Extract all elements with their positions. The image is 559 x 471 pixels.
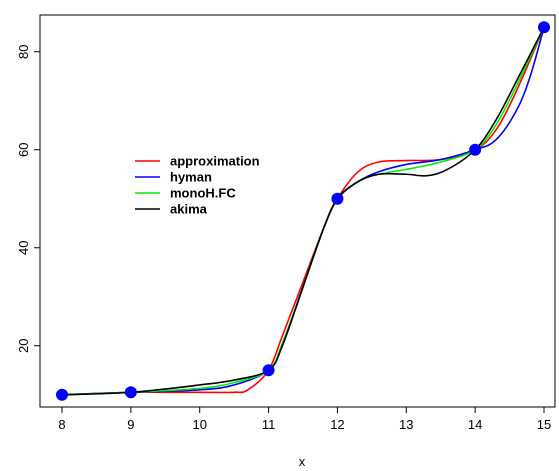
legend-label: hyman — [170, 170, 212, 185]
x-tick-label: 15 — [537, 417, 551, 432]
x-tick-label: 10 — [192, 417, 206, 432]
data-point — [538, 21, 550, 34]
legend-label: approximation — [170, 154, 260, 169]
y-tick-label: 40 — [16, 241, 31, 255]
y-tick-label: 20 — [16, 339, 31, 353]
series-layer — [61, 26, 545, 396]
y-tick-label: 80 — [16, 45, 31, 59]
x-axis-title: x — [299, 454, 306, 469]
series-line-approximation — [61, 26, 545, 396]
data-point — [331, 192, 344, 205]
series-line-hyman — [61, 27, 545, 396]
x-tick-label: 12 — [330, 417, 344, 432]
x-tick-label: 8 — [58, 417, 65, 432]
x-tick-label: 9 — [127, 417, 134, 432]
x-tick-label: 11 — [262, 417, 276, 432]
data-point — [56, 388, 68, 401]
data-point — [469, 143, 482, 156]
axes: 8 9 10 11 12 13 14 15 20 40 60 80 — [16, 45, 551, 432]
plot-frame — [39, 14, 556, 408]
data-point — [124, 386, 137, 399]
x-tick-label: 14 — [468, 417, 482, 432]
x-tick-label: 13 — [399, 417, 413, 432]
series-line-akima — [61, 26, 545, 396]
legend-label: monoH.FC — [170, 186, 236, 201]
y-tick-label: 60 — [16, 143, 31, 157]
data-point — [262, 364, 275, 377]
series-line-monoh-fc — [61, 26, 545, 396]
legend-label: akima — [170, 202, 208, 217]
data-points — [56, 21, 550, 401]
